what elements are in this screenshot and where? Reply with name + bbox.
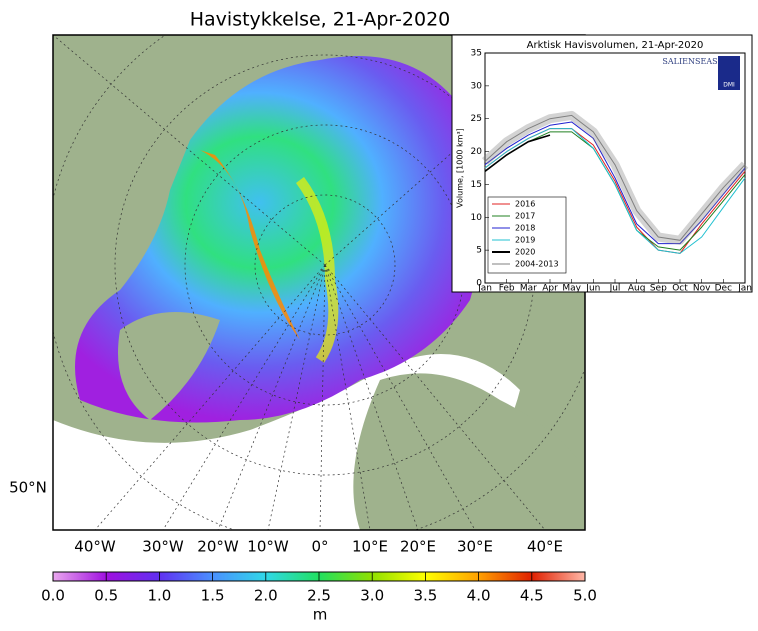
scandinavia [353,373,585,530]
dmi-logo [718,56,740,90]
colorbar-tick-label: 0.0 [41,587,65,605]
lon-label: 10°E [352,538,388,556]
y-tick-label: 25 [471,114,482,124]
x-tick-label: Mar [520,284,537,294]
colorbar-tick-label: 3.5 [413,587,437,605]
y-tick-label: 0 [476,279,482,289]
legend-label: 2017 [515,212,535,221]
lon-label: 40°E [527,538,563,556]
thick-ice [200,150,300,340]
series-line [484,134,551,172]
x-tick-label: Feb [499,284,515,294]
colorbar-tick-label: 3.0 [360,587,384,605]
colorbar-tick-label: 4.5 [520,587,544,605]
logo: SALIENSEAS [662,57,717,66]
x-tick-label: Dec [715,284,732,294]
legend-label: 2019 [515,236,535,245]
colorbar-tick-label: 2.0 [254,587,278,605]
y-axis-label: Volume, [1000 km³] [456,128,465,208]
legend-label: 2004-2013 [515,260,559,269]
colorbar-tick-label: 5.0 [573,587,597,605]
colorbar-tick-label: 4.0 [467,587,491,605]
colorbar-tick-label: 1.0 [147,587,171,605]
logo: DMI [723,82,735,89]
lon-label: 30°E [457,538,493,556]
x-tick-label: Jan [737,284,752,294]
y-tick-label: 10 [471,213,483,223]
colorbar-tick-label: 1.5 [201,587,225,605]
greenland [118,312,220,420]
x-tick-label: Apr [542,284,558,294]
legend-label: 2018 [515,224,535,233]
legend [487,196,567,274]
x-tick-label: Jun [585,284,600,294]
colorbar-tick-label: 0.5 [94,587,118,605]
x-tick-label: Oct [672,284,688,294]
series-line [484,114,746,241]
x-tick-label: Jul [609,284,621,294]
colorbar-label: m [313,606,328,624]
y-tick-label: 30 [471,81,483,91]
lon-label: 30°W [142,538,184,556]
lon-label: 0° [311,538,328,556]
colorbar-tick-label: 2.5 [307,587,331,605]
legend-label: 2016 [515,200,535,209]
lon-label: 20°W [197,538,239,556]
legend-label: 2020 [515,248,535,257]
lon-label: 40°W [74,538,116,556]
inset-title: Arktisk Havisvolumen, 21-Apr-2020 [527,40,704,51]
x-tick-label: Nov [693,284,711,294]
x-tick-label: Sep [650,284,667,294]
series-line [484,121,746,245]
y-tick-label: 35 [471,49,482,59]
y-tick-label: 15 [471,180,482,190]
map-title: Havistykkelse, 21-Apr-2020 [190,9,451,31]
series-line [484,128,746,254]
y-tick-label: 5 [476,246,482,256]
x-tick-label: May [562,284,581,294]
x-tick-label: Aug [628,284,646,294]
lon-label: 10°W [247,538,289,556]
lat-label: 50°N [9,479,47,497]
y-tick-label: 20 [471,147,483,157]
lon-label: 20°E [400,538,436,556]
x-tick-label: Jan [477,284,492,294]
